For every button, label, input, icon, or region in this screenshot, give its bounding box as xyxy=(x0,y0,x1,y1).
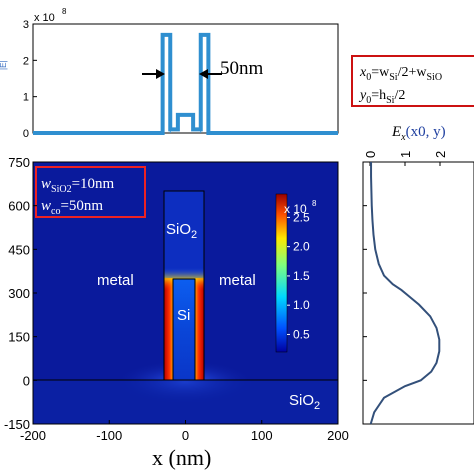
label-metal-left: metal xyxy=(97,272,134,289)
arrow-left-head xyxy=(199,69,208,79)
info-line2: y0=hSi/2 xyxy=(358,88,405,106)
main-ytick-label: 0 xyxy=(23,373,30,388)
top-ylabel: |E| xyxy=(0,61,8,71)
main-ytick-label: -150 xyxy=(4,417,30,432)
info-box-frame xyxy=(351,55,474,107)
top-series xyxy=(33,32,338,135)
top-axes-frame xyxy=(32,23,339,134)
colorbar-tick-label: 2.0 xyxy=(293,240,310,254)
side-axes-frame xyxy=(362,161,474,425)
annotation-50nm: 50nm xyxy=(220,58,264,79)
colorbar xyxy=(275,193,288,353)
si-core xyxy=(173,279,195,380)
main-ytick-label: 450 xyxy=(8,242,30,257)
main-xlabel: x (nm) xyxy=(152,445,211,470)
main-xtick-label: 200 xyxy=(327,428,349,443)
legend-line2: wco=50nm xyxy=(41,198,103,217)
top-panel: x 10 8 |E| 0 1 2 3 50nm xyxy=(0,7,339,140)
hot-wall-left xyxy=(164,278,173,380)
main-ytick-label: 750 xyxy=(8,155,30,170)
colorbar-tick-label: 0.5 xyxy=(293,327,310,341)
top-ytick-label: 1 xyxy=(23,92,29,104)
main-ytick-label: 600 xyxy=(8,199,30,214)
side-series xyxy=(369,162,441,425)
side-series-curve xyxy=(369,162,441,425)
colorbar-tick-label: 1.5 xyxy=(293,269,310,283)
side-panel: Ex(x0, y) 0 1 2 xyxy=(362,124,474,425)
side-xtick-label: 2 xyxy=(433,151,448,158)
top-ytick-label: 0 xyxy=(23,128,29,140)
substrate-region xyxy=(33,380,338,424)
main-ytick-label: 150 xyxy=(8,330,30,345)
arrow-right-head xyxy=(156,69,165,79)
legend-box xyxy=(35,166,146,218)
top-multiplier-exp: 8 xyxy=(62,7,67,16)
main-xtick-label: 100 xyxy=(251,428,273,443)
side-xticks: 0 1 2 xyxy=(363,151,448,166)
main-xtick-label: 0 xyxy=(182,428,189,443)
info-line1: x0=wSi/2+wSiO xyxy=(359,65,442,83)
label-sio2-top: SiO2 xyxy=(166,221,197,241)
hot-wall-right xyxy=(195,278,204,380)
colorbar-ticks: 2.5 2.0 1.5 1.0 0.5 xyxy=(287,210,310,341)
label-si: Si xyxy=(177,307,190,324)
top-yticks: 0 1 2 3 xyxy=(23,19,37,140)
side-yticks xyxy=(363,161,367,425)
label-metal-right: metal xyxy=(219,272,256,289)
side-xtick-label: 0 xyxy=(363,151,378,158)
top-ytick-label: 3 xyxy=(23,19,29,31)
top-ytick-label: 2 xyxy=(23,55,29,67)
main-xtick-label: -100 xyxy=(96,428,122,443)
top-multiplier: x 10 xyxy=(34,12,55,24)
legend-line1: wSiO2=10nm xyxy=(41,176,115,195)
colorbar-multiplier: x 10 xyxy=(284,202,307,216)
colorbar-tick-label: 1.0 xyxy=(293,298,310,312)
colorbar-tick-label: 2.5 xyxy=(293,210,310,224)
main-yticks: -150 0 150 300 450 600 750 xyxy=(4,155,37,432)
side-title: Ex(x0, y) xyxy=(391,124,446,143)
main-panel: metal metal SiO2 Si SiO2 wSiO2=10nm wco=… xyxy=(4,155,349,470)
side-xtick-label: 1 xyxy=(398,151,413,158)
label-sio2-bottom: SiO2 xyxy=(289,392,320,412)
main-ytick-label: 300 xyxy=(8,286,30,301)
colorbar-multiplier-exp: 8 xyxy=(312,199,317,208)
main-xticks: -200 -100 0 100 200 xyxy=(20,420,349,443)
main-xtick-label: -200 xyxy=(20,428,46,443)
info-box: x0=wSi/2+wSiO y0=hSi/2 xyxy=(351,55,474,107)
top-series-line xyxy=(33,32,338,135)
